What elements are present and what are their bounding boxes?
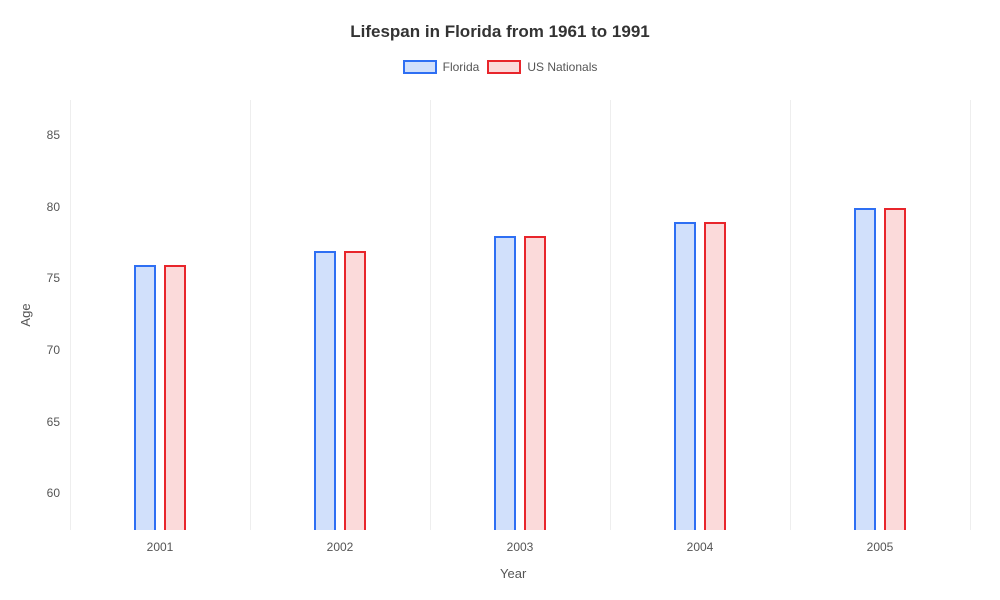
x-tick-label: 2004 (660, 540, 740, 554)
legend-label: US Nationals (527, 60, 597, 74)
x-axis-label: Year (500, 566, 526, 581)
x-tick-label: 2001 (120, 540, 200, 554)
bar[interactable] (134, 265, 156, 530)
vertical-gridline (430, 100, 431, 530)
vertical-gridline (790, 100, 791, 530)
bar[interactable] (674, 222, 696, 530)
x-tick-label: 2003 (480, 540, 560, 554)
y-tick-label: 85 (32, 128, 60, 142)
y-tick-label: 70 (32, 343, 60, 357)
bar[interactable] (164, 265, 186, 530)
vertical-gridline (70, 100, 71, 530)
bar[interactable] (704, 222, 726, 530)
legend-swatch (403, 60, 437, 74)
legend-item[interactable]: Florida (403, 60, 480, 74)
vertical-gridline (250, 100, 251, 530)
y-tick-label: 75 (32, 271, 60, 285)
legend-item[interactable]: US Nationals (487, 60, 597, 74)
chart-title: Lifespan in Florida from 1961 to 1991 (0, 0, 1000, 42)
x-tick-label: 2002 (300, 540, 380, 554)
bar[interactable] (884, 208, 906, 531)
y-tick-label: 60 (32, 486, 60, 500)
legend-swatch (487, 60, 521, 74)
chart-container: Lifespan in Florida from 1961 to 1991 Fl… (0, 0, 1000, 600)
vertical-gridline (970, 100, 971, 530)
bar[interactable] (494, 236, 516, 530)
vertical-gridline (610, 100, 611, 530)
x-tick-label: 2005 (840, 540, 920, 554)
y-axis-label: Age (18, 303, 33, 326)
bar[interactable] (314, 251, 336, 531)
legend-label: Florida (443, 60, 480, 74)
y-tick-label: 65 (32, 415, 60, 429)
plot-area (70, 100, 970, 530)
legend: Florida US Nationals (0, 60, 1000, 74)
bar[interactable] (344, 251, 366, 531)
y-tick-label: 80 (32, 200, 60, 214)
bar[interactable] (854, 208, 876, 531)
bar[interactable] (524, 236, 546, 530)
